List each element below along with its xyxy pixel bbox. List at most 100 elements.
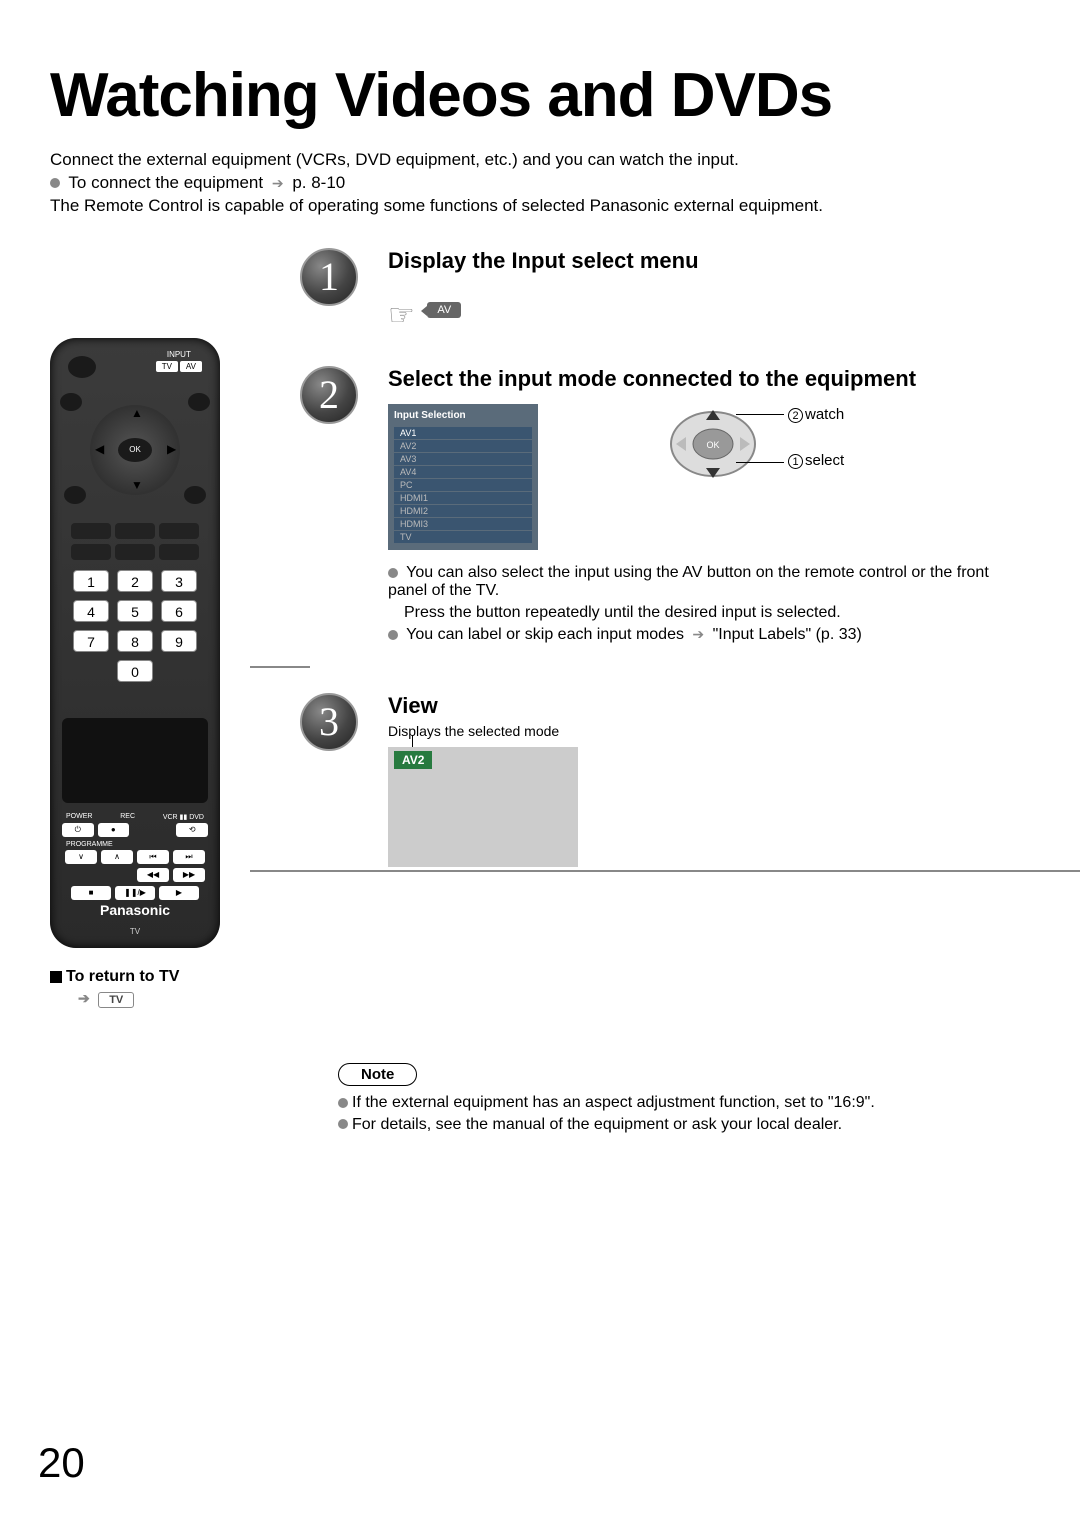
t-next: ⏭ xyxy=(173,850,205,864)
input-av4: AV4 xyxy=(394,466,532,478)
power-label: POWER xyxy=(66,813,92,821)
note-line-1: If the external equipment has an aspect … xyxy=(352,1094,875,1111)
note-line-2: For details, see the manual of the equip… xyxy=(352,1116,842,1133)
numpad: 1 2 3 4 5 6 7 8 9 0 xyxy=(50,570,220,690)
t-ff: ▶▶ xyxy=(173,868,205,882)
transport-controls: POWER REC VCR ▮▮ DVD ⏻ ● ⟲ PROGRAMME ∨ ∧ xyxy=(50,813,220,904)
bullet-icon xyxy=(388,568,398,578)
dpad-diagram: OK 2watch 1select xyxy=(668,404,778,489)
remote-btn xyxy=(184,486,206,504)
num-0: 0 xyxy=(117,660,153,682)
tick-line xyxy=(412,735,413,747)
av-badge: AV xyxy=(427,302,461,318)
av2-tag: AV2 xyxy=(394,751,432,769)
up-arrow-icon: ▲ xyxy=(131,406,143,420)
note-section: Note If the external equipment has an as… xyxy=(338,1063,998,1135)
watch-label: 2watch xyxy=(788,406,844,423)
input-pc: PC xyxy=(394,479,532,491)
t-play: ▶ xyxy=(159,886,199,900)
arrow-icon: ➔ xyxy=(272,174,284,193)
step-3-subtitle: Displays the selected mode xyxy=(388,723,1030,739)
intro-line-2: To connect the equipment ➔ p. 8-10 xyxy=(50,172,1030,195)
step-number: 2 xyxy=(300,366,358,424)
page-title: Watching Videos and DVDs xyxy=(50,60,1030,131)
rec-label: REC xyxy=(120,813,135,821)
step-2-notes: You can also select the input using the … xyxy=(388,564,1030,644)
circled-2-icon: 2 xyxy=(788,408,803,423)
t-switch: ⟲ xyxy=(176,823,208,837)
note-text: You can also select the input using the … xyxy=(388,564,989,599)
intro: Connect the external equipment (VCRs, DV… xyxy=(50,149,1030,218)
brand-label: Panasonic xyxy=(50,902,220,918)
t-prev: ⏮ xyxy=(137,850,169,864)
down-arrow-icon: ▼ xyxy=(131,478,143,492)
return-tv-label: To return to TV xyxy=(66,968,179,985)
bullet-icon xyxy=(338,1098,348,1108)
input-hdmi3: HDMI3 xyxy=(394,518,532,530)
step-number: 1 xyxy=(300,248,358,306)
select-label: 1select xyxy=(788,452,844,469)
bullet-icon xyxy=(388,630,398,640)
step-1-title: Display the Input select menu xyxy=(388,248,1030,274)
hand-icon: ☞ xyxy=(388,298,415,333)
intro-line-3: The Remote Control is capable of operati… xyxy=(50,195,1030,218)
step-2: 2 Select the input mode connected to the… xyxy=(300,366,1030,648)
num-6: 6 xyxy=(161,600,197,622)
remote-illustration: INPUT TV AV OK ▲ ▼ ◀ ▶ xyxy=(50,338,220,948)
return-to-tv: To return to TV ➔ TV xyxy=(50,968,250,1008)
page-number: 20 xyxy=(38,1439,85,1487)
note-text: Press the button repeatedly until the de… xyxy=(404,604,841,621)
num-5: 5 xyxy=(117,600,153,622)
arrow-icon: ➔ xyxy=(692,626,704,643)
num-2: 2 xyxy=(117,570,153,592)
input-hdmi2: HDMI2 xyxy=(394,505,532,517)
step-1: 1 Display the Input select menu ☞ AV xyxy=(300,248,1030,321)
intro-line-1: Connect the external equipment (VCRs, DV… xyxy=(50,149,1030,172)
ok-text: OK xyxy=(706,440,719,450)
input-selection-menu: Input Selection AV1 AV2 AV3 AV4 PC HDMI1… xyxy=(388,404,538,550)
input-tv: TV xyxy=(394,531,532,543)
dpad: OK ▲ ▼ ◀ ▶ xyxy=(75,400,195,520)
right-arrow-icon: ▶ xyxy=(167,442,176,456)
t-pause: ❚❚/▶ xyxy=(115,886,155,900)
input-av1: AV1 xyxy=(394,427,532,439)
step-2-title: Select the input mode connected to the e… xyxy=(388,366,1030,392)
num-7: 7 xyxy=(73,630,109,652)
programme-label: PROGRAMME xyxy=(66,841,113,848)
circled-1-icon: 1 xyxy=(788,454,803,469)
power-button-icon xyxy=(68,356,96,378)
input-label-text: INPUT xyxy=(156,350,202,359)
input-av2: AV2 xyxy=(394,440,532,452)
remote-blank xyxy=(62,718,208,803)
tv-pill: TV xyxy=(156,361,178,372)
left-arrow-icon: ◀ xyxy=(95,442,104,456)
bullet-icon xyxy=(338,1119,348,1129)
arrow-icon: ➔ xyxy=(78,990,90,1007)
t-rec: ● xyxy=(98,823,130,837)
num-4: 4 xyxy=(73,600,109,622)
step-number: 3 xyxy=(300,693,358,751)
note-text: You can label or skip each input modes xyxy=(406,626,684,643)
t-progdown: ∨ xyxy=(65,850,97,864)
remote-btn xyxy=(64,486,86,504)
ok-button: OK xyxy=(118,438,152,462)
step-3: 3 View Displays the selected mode AV2 xyxy=(300,693,1030,867)
note-badge: Note xyxy=(338,1063,417,1086)
button-rows xyxy=(50,523,220,565)
tv-badge: TV xyxy=(98,992,134,1008)
vcr-dvd-label: VCR ▮▮ DVD xyxy=(163,813,204,821)
intro-page-ref: p. 8-10 xyxy=(292,173,345,192)
t-power: ⏻ xyxy=(62,823,94,837)
av2-screen: AV2 xyxy=(388,747,578,867)
num-3: 3 xyxy=(161,570,197,592)
av-pill: AV xyxy=(180,361,202,372)
intro-connect-text: To connect the equipment xyxy=(68,173,263,192)
input-hdmi1: HDMI1 xyxy=(394,492,532,504)
square-bullet-icon xyxy=(50,971,62,983)
t-stop: ■ xyxy=(71,886,111,900)
t-rew: ◀◀ xyxy=(137,868,169,882)
note-ref: "Input Labels" (p. 33) xyxy=(713,626,862,643)
input-av3: AV3 xyxy=(394,453,532,465)
step-3-title: View xyxy=(388,693,1030,719)
t-progup: ∧ xyxy=(101,850,133,864)
